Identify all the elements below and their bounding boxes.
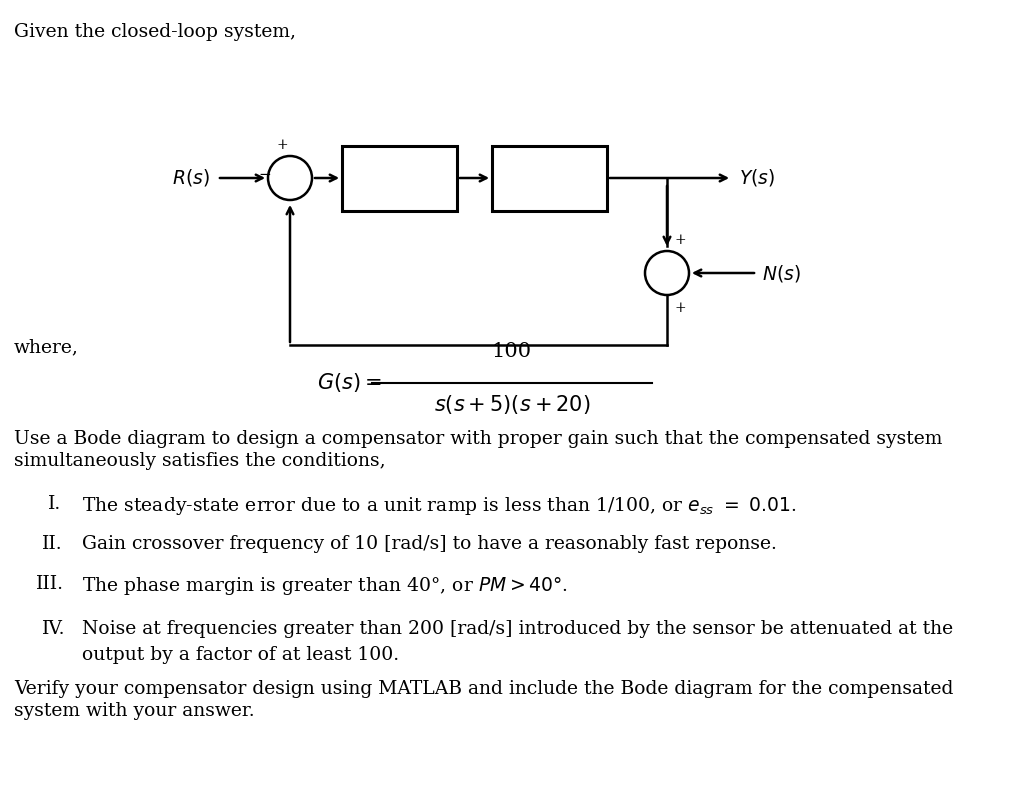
Text: where,: where, xyxy=(14,338,79,356)
Text: +: + xyxy=(675,301,687,315)
Text: system with your answer.: system with your answer. xyxy=(14,702,255,720)
Text: −: − xyxy=(259,168,271,182)
FancyBboxPatch shape xyxy=(492,145,607,211)
Text: The steady-state error due to a unit ramp is less than 1/100, or $e_{ss}\ =\ 0.0: The steady-state error due to a unit ram… xyxy=(82,495,797,517)
Text: II.: II. xyxy=(42,535,62,553)
Text: $s(s + 5)(s + 20)$: $s(s + 5)(s + 20)$ xyxy=(434,393,590,416)
FancyBboxPatch shape xyxy=(342,145,457,211)
Text: simultaneously satisfies the conditions,: simultaneously satisfies the conditions, xyxy=(14,452,386,470)
Text: The phase margin is greater than 40°, or $\mathit{PM} > 40°$.: The phase margin is greater than 40°, or… xyxy=(82,575,568,597)
Text: 100: 100 xyxy=(492,342,532,361)
Text: Noise at frequencies greater than 200 [rad/s] introduced by the sensor be attenu: Noise at frequencies greater than 200 [r… xyxy=(82,620,953,638)
Text: $C(s)$: $C(s)$ xyxy=(381,168,419,188)
Text: $G(s) =$: $G(s) =$ xyxy=(317,372,382,394)
Text: $Y(s)$: $Y(s)$ xyxy=(739,168,775,188)
Text: IV.: IV. xyxy=(42,620,66,638)
Text: I.: I. xyxy=(48,495,61,513)
Text: Gain crossover frequency of 10 [rad/s] to have a reasonably fast reponse.: Gain crossover frequency of 10 [rad/s] t… xyxy=(82,535,777,553)
Text: Use a Bode diagram to design a compensator with proper gain such that the compen: Use a Bode diagram to design a compensat… xyxy=(14,430,942,448)
Text: +: + xyxy=(675,233,687,247)
Text: Given the closed-loop system,: Given the closed-loop system, xyxy=(14,23,296,41)
Text: III.: III. xyxy=(36,575,63,593)
Text: $R(s)$: $R(s)$ xyxy=(172,168,210,188)
Text: Verify your compensator design using MATLAB and include the Bode diagram for the: Verify your compensator design using MAT… xyxy=(14,680,953,698)
Text: +: + xyxy=(276,138,288,152)
Text: $G(s)$: $G(s)$ xyxy=(529,168,569,188)
Text: $N(s)$: $N(s)$ xyxy=(762,263,801,283)
Text: output by a factor of at least 100.: output by a factor of at least 100. xyxy=(82,646,399,664)
